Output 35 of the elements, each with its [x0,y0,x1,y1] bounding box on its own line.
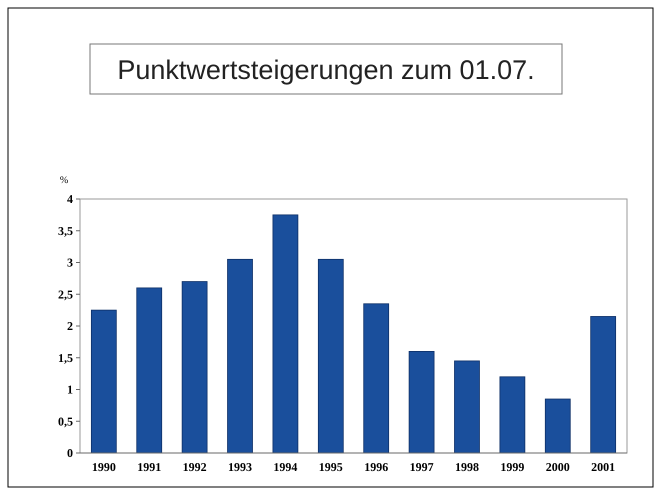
chart-title: Punktwertsteigerungen zum 01.07. [117,55,535,85]
y-tick-label: 1,5 [58,350,73,365]
x-tick-label: 1998 [454,460,479,474]
y-tick-label: 2 [67,319,73,333]
x-tick-label: 1990 [92,460,116,474]
bar [590,316,616,454]
x-tick-label: 2000 [546,460,570,474]
bar [408,351,434,454]
y-tick-label: 3,5 [58,224,73,238]
y-tick-label: 0,5 [58,414,73,428]
x-tick-label: 1993 [228,460,252,474]
y-tick-label: 1 [67,382,73,396]
bar [363,303,390,454]
y-tick-label: 0 [67,446,73,460]
x-tick-label: 1996 [364,460,388,474]
x-tick-label: 1991 [137,460,162,474]
bar [318,258,344,454]
y-tick-label: 3 [67,256,73,270]
bar [136,288,162,454]
x-tick-label: 1999 [500,460,524,474]
bar [454,360,480,454]
x-tick-label: 2001 [591,460,616,474]
bar [90,310,117,454]
x-tick-label: 1992 [182,460,207,474]
x-tick-label: 1995 [318,460,343,474]
bar [499,376,526,454]
bar [544,398,571,454]
bar [182,281,208,454]
x-tick-label: 1997 [410,460,434,474]
bar [227,258,253,454]
bar [272,214,298,454]
y-tick-label: 2,5 [58,287,73,302]
y-tick-label: 4 [67,192,73,206]
y-axis-title: % [60,175,68,186]
x-tick-label: 1994 [273,460,298,474]
